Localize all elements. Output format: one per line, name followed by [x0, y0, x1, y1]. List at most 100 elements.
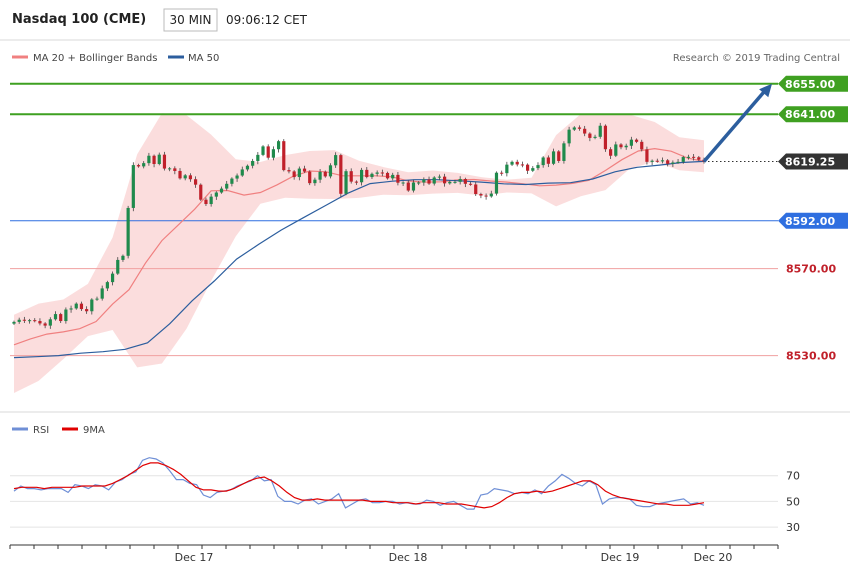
candle-body [437, 176, 442, 178]
timeframe-label: 30 MIN [170, 13, 212, 27]
candle-body [85, 309, 89, 312]
candle-body [562, 143, 566, 161]
candle-body [256, 154, 260, 161]
candle-body [468, 183, 473, 185]
candle-body [48, 319, 52, 326]
projection [702, 83, 772, 163]
rsi-legend: RSI 9MA [12, 425, 105, 436]
candle-body [489, 193, 493, 197]
candle-body [131, 165, 135, 208]
candle-body [572, 127, 576, 130]
candle-body [188, 175, 192, 180]
candle-body [634, 139, 639, 142]
candle-body [126, 207, 130, 256]
date-label-2: Dec 19 [601, 551, 640, 564]
candle-body [385, 172, 390, 179]
candle-body [152, 155, 156, 165]
candle-body [629, 139, 633, 146]
candle-body [33, 320, 37, 322]
ma50-legend-label: MA 50 [188, 53, 219, 64]
candle-body [453, 181, 457, 183]
candle-body [603, 125, 608, 150]
candle-body [692, 156, 696, 158]
candle-body [474, 184, 478, 195]
rsi-panel: 30 50 70 [10, 457, 800, 534]
candle-body [142, 163, 146, 167]
candle-body [313, 179, 317, 184]
candle-body [531, 168, 535, 171]
candle-body [650, 160, 654, 162]
candle-body [583, 128, 587, 134]
candle-body [640, 141, 644, 150]
candle-body [500, 172, 504, 174]
date-label-0: Dec 17 [175, 551, 214, 564]
candle-body [494, 172, 499, 194]
timeframe-box[interactable] [163, 8, 218, 32]
candle-body [339, 155, 343, 194]
candle-body [655, 160, 659, 162]
candle-body [645, 149, 649, 162]
candle-body [365, 169, 369, 178]
candle-body [551, 151, 556, 164]
candle-body [282, 141, 286, 171]
candle-body [245, 165, 250, 170]
candle-body [681, 157, 685, 162]
candle-body [588, 133, 592, 138]
candle-body [318, 171, 322, 180]
candle-body [230, 178, 234, 184]
rsi-legend-label: RSI [33, 425, 49, 436]
candle-body [183, 175, 187, 179]
candle-body [110, 273, 115, 283]
candle-body [510, 161, 514, 165]
price-levels [10, 82, 778, 357]
candle-body [116, 259, 120, 274]
candle-body [22, 319, 26, 321]
candle-body [401, 182, 405, 184]
candle-body [370, 173, 374, 178]
candle-body [359, 169, 364, 183]
ma9-legend-label: 9MA [83, 425, 105, 436]
candle-body [74, 303, 78, 309]
candle-body [666, 160, 670, 164]
candle-body [240, 169, 244, 176]
candle-body [162, 154, 167, 169]
candle-body [168, 168, 172, 170]
candle-body [536, 165, 540, 169]
candle-body [64, 309, 68, 322]
candle-body [541, 157, 545, 166]
candle-body [614, 144, 618, 156]
candle-body [422, 179, 426, 183]
projection-arrowhead [759, 83, 772, 98]
candle-body [271, 149, 275, 158]
level-tag-4: 8570.00 [786, 263, 836, 276]
projection-arrow-line [702, 89, 767, 163]
candle-body [406, 182, 410, 191]
candle-body [105, 282, 109, 289]
candle-body [90, 299, 94, 312]
candle-body [609, 149, 613, 156]
candle-body [121, 255, 125, 260]
ma20-line [13, 147, 705, 346]
candle-body [567, 129, 571, 144]
candle-body [546, 157, 550, 164]
level-tag-5: 8530.00 [786, 350, 836, 363]
candle-body [598, 125, 602, 137]
candle-body [417, 182, 421, 184]
price-legend: MA 20 + Bollinger Bands MA 50 [12, 53, 219, 64]
candle-body [178, 170, 182, 179]
date-label-1: Dec 18 [389, 551, 428, 564]
bollinger-band-area [14, 113, 704, 394]
candle-body [577, 127, 582, 129]
rsi-series-9ma [13, 462, 705, 509]
rsi-tick-70: 70 [786, 470, 800, 483]
candle-body [43, 323, 47, 326]
candle-body [391, 174, 395, 179]
candle-body [593, 136, 597, 138]
candle-body [235, 175, 239, 179]
credit-text: Research © 2019 Trading Central [673, 53, 840, 64]
candle-body [12, 321, 16, 324]
candle-body [619, 144, 623, 148]
candle-body [458, 179, 462, 182]
candle-body [396, 174, 400, 183]
